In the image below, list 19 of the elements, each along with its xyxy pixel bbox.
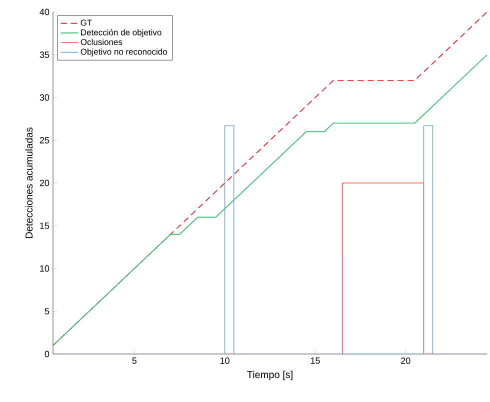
- y-tick-label: 10: [40, 265, 50, 272]
- y-tick-label: 20: [40, 180, 50, 186]
- x-tick-label: 10: [220, 358, 230, 364]
- y-tick-label: 0: [44, 350, 50, 358]
- legend-label: Detección de objetivo: [81, 29, 162, 38]
- legend-label: Objetivo no reconocido: [80, 48, 167, 56]
- legend-label: GT: [80, 20, 92, 26]
- y-tick-label: 40: [40, 8, 50, 16]
- x-tick-label: 5: [132, 358, 136, 364]
- y-tick-label: 30: [40, 94, 50, 101]
- y-tick-label: 35: [40, 52, 50, 58]
- x-tick-label: 15: [310, 358, 320, 364]
- x-tick-label: 20: [401, 358, 410, 364]
- y-axis-title: Detecciones acumuladas: [25, 128, 33, 238]
- x-axis-title: Tiempo [s]: [247, 370, 292, 380]
- legend-label: Oclusiones: [80, 38, 122, 46]
- y-tick-label: 5: [44, 308, 50, 314]
- y-tick-label: 25: [40, 137, 50, 144]
- y-tick-label: 15: [40, 222, 50, 229]
